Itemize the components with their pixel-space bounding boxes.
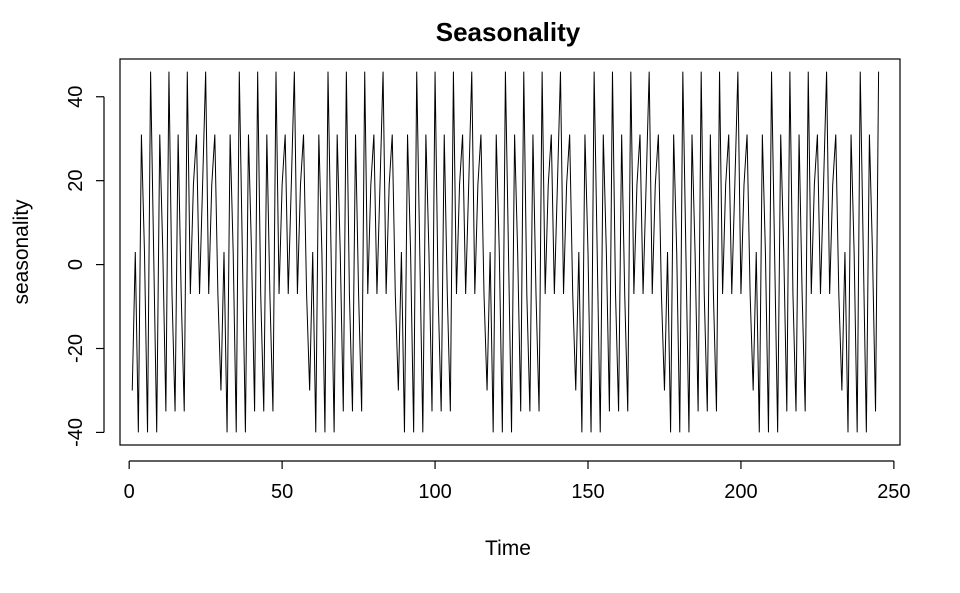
y-tick-label: 20 (65, 170, 87, 192)
x-tick-label: 200 (724, 481, 757, 503)
x-tick-label: 50 (271, 481, 293, 503)
y-tick-label: -40 (65, 418, 87, 447)
y-axis-label: seasonality (10, 199, 33, 305)
chart-title: Seasonality (436, 17, 581, 47)
x-tick-label: 150 (571, 481, 604, 503)
series-group (131, 71, 880, 433)
x-tick-label: 0 (124, 481, 135, 503)
y-tick-label: 0 (65, 259, 87, 270)
x-axis-ticks: 0 50 100 150 200 250 (124, 461, 911, 503)
plot-frame (119, 58, 901, 446)
x-tick-label: 100 (418, 481, 451, 503)
y-tick-label: -20 (65, 334, 87, 363)
x-tick-label: 250 (877, 481, 910, 503)
x-axis-label: Time (485, 537, 531, 560)
seasonality-series-line (131, 71, 880, 433)
y-tick-label: 40 (65, 86, 87, 108)
y-axis-ticks: -40 -20 0 20 40 (65, 86, 104, 447)
